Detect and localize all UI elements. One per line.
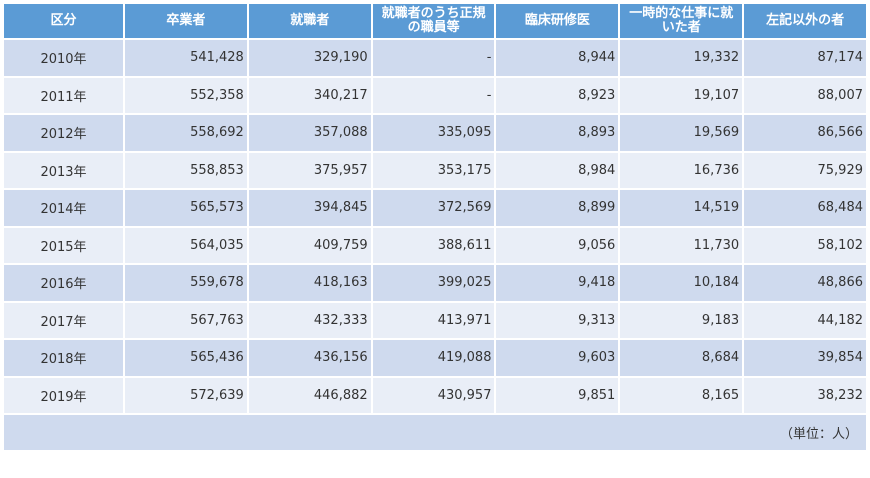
table-cell: 430,957 [370,375,497,415]
footer-row: （単位：人） [2,413,868,452]
unit-note: （単位：人） [2,413,868,452]
table-cell: 2016年 [2,263,125,303]
table-cell: 572,639 [123,375,249,415]
table-cell: - [370,75,497,115]
table-row: 2016年 559,678 418,163 399,025 9,418 10,184 48,… [2,263,868,303]
table-cell: 353,175 [370,150,497,190]
table-cell: 87,174 [742,38,868,78]
table-cell: 10,184 [618,263,745,303]
table-cell: 19,569 [618,113,745,153]
table-cell: 541,428 [123,38,249,78]
table-cell: 436,156 [246,338,373,378]
table-cell: 565,436 [123,338,249,378]
table-cell: 58,102 [742,225,868,265]
table-cell: 2014年 [2,188,125,228]
header-cell: 一時的な仕事に就いた者 [618,2,745,40]
table-cell: 418,163 [246,263,373,303]
table-cell: 8,944 [494,38,621,78]
table-row: 2010年 541,428 329,190-8,944 19,332 87,174 [2,38,868,78]
table-cell: 567,763 [123,300,249,340]
table-row: 2012年 558,692 357,088 335,095 8,893 19,569 86,… [2,113,868,153]
table-cell: 558,853 [123,150,249,190]
table-cell: 86,566 [742,113,868,153]
table-row: 2017年 567,763 432,333 413,971 9,313 9,183 44,1… [2,300,868,340]
table-cell: 9,603 [494,338,621,378]
table-cell: 9,418 [494,263,621,303]
header-cell: 左記以外の者 [742,2,868,40]
table-cell: 2012年 [2,113,125,153]
table-row: 2011年 552,358 340,217-8,923 19,107 88,007 [2,75,868,115]
header-row: 区分 卒業者 就職者 就職者のうち正規の職員等 臨床研修医 一時的な仕事に就いた者 左記以外… [2,2,868,40]
table-row: 2013年 558,853 375,957 353,175 8,984 16,736 75,… [2,150,868,190]
table-cell: 19,107 [618,75,745,115]
header-cell: 就職者 [246,2,373,40]
table-cell: 552,358 [123,75,249,115]
table-cell: 564,035 [123,225,249,265]
table-cell: 432,333 [246,300,373,340]
table-cell: 16,736 [618,150,745,190]
table-cell: 372,569 [370,188,497,228]
table-cell: 2015年 [2,225,125,265]
table-cell: 329,190 [246,38,373,78]
table-cell: 8,984 [494,150,621,190]
table-cell: 9,313 [494,300,621,340]
table-cell: 399,025 [370,263,497,303]
table-cell: 39,854 [742,338,868,378]
table-cell: 44,182 [742,300,868,340]
table-cell: 19,332 [618,38,745,78]
table-cell: 68,484 [742,188,868,228]
table-cell: 335,095 [370,113,497,153]
table-cell: 388,611 [370,225,497,265]
table-cell: 419,088 [370,338,497,378]
table-cell: 8,899 [494,188,621,228]
table-cell: 2010年 [2,38,125,78]
table-row: 2014年 565,573 394,845 372,569 8,899 14,519 68,… [2,188,868,228]
table-cell: 558,692 [123,113,249,153]
table-cell: 2019年 [2,375,125,415]
table-cell: 394,845 [246,188,373,228]
table-cell: 75,929 [742,150,868,190]
table-cell: 340,217 [246,75,373,115]
table-cell: 8,684 [618,338,745,378]
table-cell: 8,165 [618,375,745,415]
table-cell: 14,519 [618,188,745,228]
table-cell: 88,007 [742,75,868,115]
table-cell: 559,678 [123,263,249,303]
table-row: 2018年 565,436 436,156 419,088 9,603 8,684 39,8… [2,338,868,378]
table-body: 2010年 541,428 329,190-8,944 19,332 87,174 201… [2,38,868,452]
table-cell: 2017年 [2,300,125,340]
table-row: 2015年 564,035 409,759 388,611 9,056 11,730 58,… [2,225,868,265]
header-cell: 臨床研修医 [494,2,621,40]
header-cell: 卒業者 [123,2,249,40]
table-cell: 446,882 [246,375,373,415]
table-cell: 375,957 [246,150,373,190]
header-cell: 区分 [2,2,125,40]
table-cell: 9,851 [494,375,621,415]
table-cell: 38,232 [742,375,868,415]
table-cell: 413,971 [370,300,497,340]
table-cell: - [370,38,497,78]
table-cell: 9,183 [618,300,745,340]
table-cell: 8,923 [494,75,621,115]
table-cell: 9,056 [494,225,621,265]
table-row: 2019年 572,639 446,882 430,957 9,851 8,165 38,2… [2,375,868,415]
table-cell: 357,088 [246,113,373,153]
header-cell: 就職者のうち正規の職員等 [370,2,497,40]
table-cell: 2013年 [2,150,125,190]
table-cell: 2018年 [2,338,125,378]
table-cell: 409,759 [246,225,373,265]
table-cell: 8,893 [494,113,621,153]
table-cell: 11,730 [618,225,745,265]
data-table: 区分 卒業者 就職者 就職者のうち正規の職員等 臨床研修医 一時的な仕事に就いた者 左記以外… [2,2,868,452]
table-cell: 2011年 [2,75,125,115]
table-cell: 565,573 [123,188,249,228]
table-cell: 48,866 [742,263,868,303]
